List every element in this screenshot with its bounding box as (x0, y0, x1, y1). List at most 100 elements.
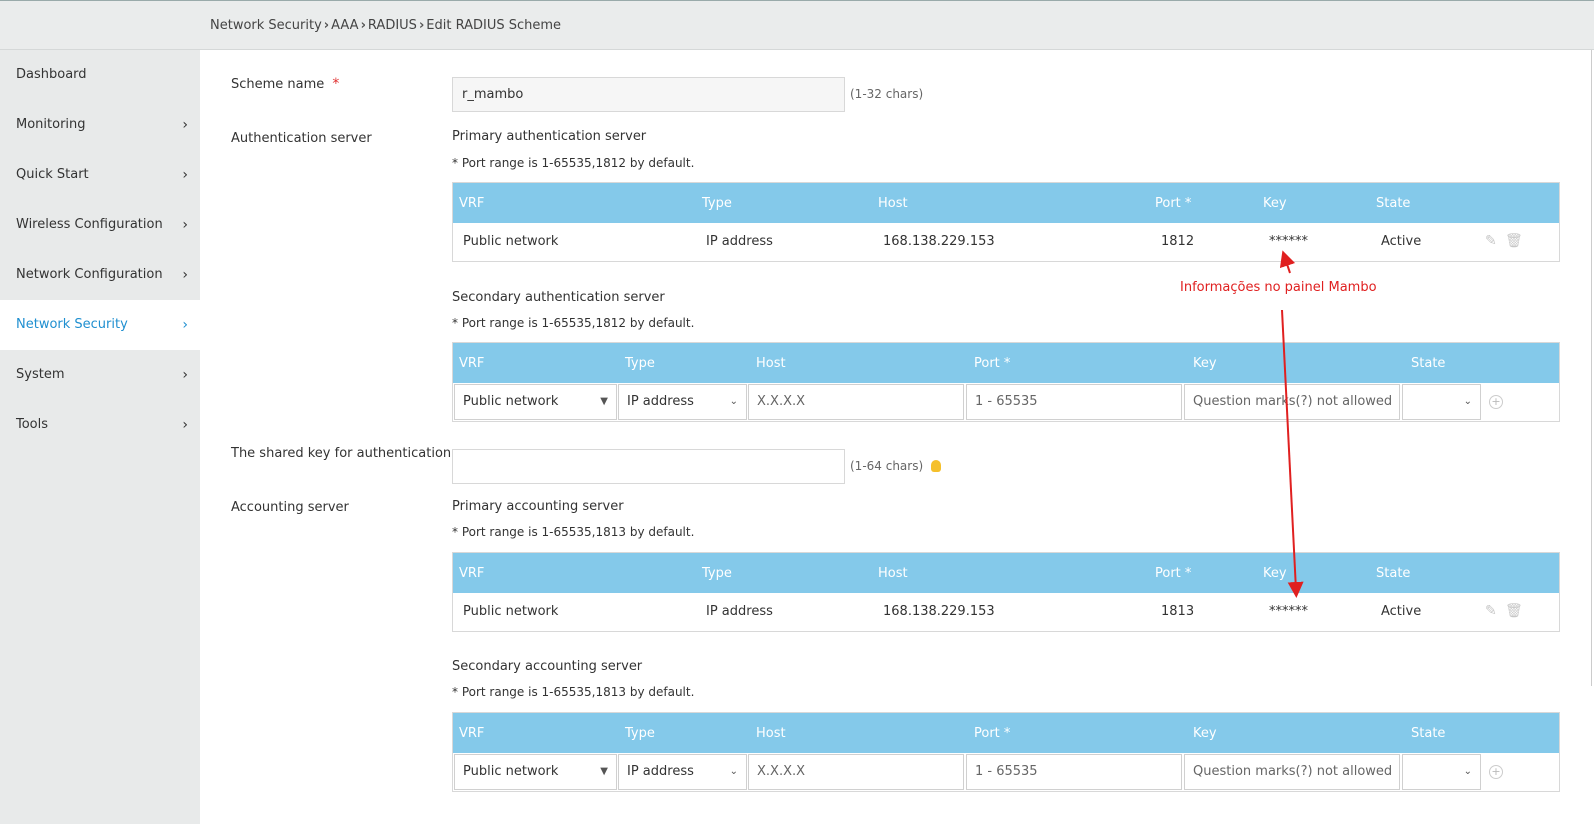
add-icon[interactable]: + (1489, 395, 1503, 409)
shared-key-label: The shared key for authentication (231, 446, 452, 461)
primary-acct-table: VRF Type Host Port * Key State Public ne… (452, 552, 1560, 632)
table-row: Public network ▼ IP address ⌄ X.X.X.X 1 - … (453, 383, 1559, 421)
scheme-name-input[interactable] (452, 77, 845, 112)
sidebar-item-label: Network Configuration (16, 267, 163, 282)
sidebar: Dashboard Monitoring › Quick Start › Wirel… (0, 50, 200, 824)
shared-key-input[interactable] (452, 449, 845, 484)
primary-auth-note: * Port range is 1-65535,1812 by default. (452, 156, 695, 170)
sidebar-item-label: Monitoring (16, 117, 86, 132)
vrf-select[interactable]: Public network ▼ (454, 384, 617, 420)
sidebar-item-label: Network Security (16, 317, 128, 332)
col-key: Key (1193, 356, 1217, 371)
chevron-right-icon: › (182, 167, 188, 183)
col-state: State (1376, 566, 1411, 581)
breadcrumb: Network Security › AAA › RADIUS › Edit RADIUS … (210, 18, 561, 33)
host-input[interactable]: X.X.X.X (748, 384, 964, 420)
cell-state: Active (1381, 234, 1422, 249)
col-key: Key (1263, 566, 1287, 581)
key-input[interactable]: Question marks(?) not allowed (1184, 754, 1400, 790)
host-input[interactable]: X.X.X.X (748, 754, 964, 790)
cell-vrf: Public network (463, 604, 559, 619)
table-header: VRF Type Host Port * Key State (453, 713, 1559, 753)
sidebar-item-label: Tools (16, 417, 49, 432)
cell-key: ****** (1269, 234, 1308, 249)
chevron-down-icon: ⌄ (729, 766, 738, 777)
key-input[interactable]: Question marks(?) not allowed (1184, 384, 1400, 420)
trash-icon[interactable]: 🗑 (1505, 233, 1523, 249)
col-type: Type (702, 566, 732, 581)
chevron-right-icon: › (182, 317, 188, 333)
cell-type: IP address (706, 604, 773, 619)
sidebar-item-network-configuration[interactable]: Network Configuration › (0, 250, 200, 300)
col-key: Key (1193, 726, 1217, 741)
sidebar-item-wireless-configuration[interactable]: Wireless Configuration › (0, 200, 200, 250)
chevron-down-icon: ⌄ (729, 396, 738, 407)
primary-acct-note: * Port range is 1-65535,1813 by default. (452, 525, 695, 539)
type-select[interactable]: IP address ⌄ (618, 754, 747, 790)
primary-auth-table: VRF Type Host Port * Key State Public ne… (452, 182, 1560, 262)
annotation-arrow-down (1281, 309, 1304, 598)
sidebar-item-label: System (16, 367, 65, 382)
scheme-name-hint: (1-32 chars) (850, 87, 924, 101)
col-port: Port * (974, 356, 1011, 371)
col-key: Key (1263, 196, 1287, 211)
top-bar: Network Security › AAA › RADIUS › Edit RADIUS … (0, 0, 1594, 50)
cell-type: IP address (706, 234, 773, 249)
secondary-acct-table: VRF Type Host Port * Key State Public ne… (452, 712, 1560, 792)
port-input[interactable]: 1 - 65535 (966, 754, 1182, 790)
table-row: Public network IP address 168.138.229.15… (453, 593, 1559, 631)
trash-icon[interactable]: 🗑 (1505, 603, 1523, 619)
cell-port: 1812 (1161, 234, 1195, 249)
state-select[interactable]: ⌄ (1402, 384, 1481, 420)
sidebar-item-label: Dashboard (16, 67, 87, 82)
edit-icon[interactable]: ✎ (1485, 603, 1497, 619)
col-state: State (1411, 356, 1446, 371)
breadcrumb-item-aaa[interactable]: AAA (331, 18, 359, 33)
col-vrf: VRF (459, 196, 485, 211)
col-type: Type (702, 196, 732, 211)
sidebar-item-dashboard[interactable]: Dashboard (0, 50, 200, 100)
accounting-server-label: Accounting server (231, 500, 349, 515)
annotation-arrow-up (1279, 250, 1296, 274)
sidebar-item-system[interactable]: System › (0, 350, 200, 400)
chevron-right-icon: › (182, 267, 188, 283)
col-port: Port * (1155, 196, 1192, 211)
vrf-select[interactable]: Public network ▼ (454, 754, 617, 790)
secondary-auth-title: Secondary authentication server (452, 290, 665, 305)
primary-acct-title: Primary accounting server (452, 499, 624, 514)
chevron-right-icon: › (182, 367, 188, 383)
sidebar-item-monitoring[interactable]: Monitoring › (0, 100, 200, 150)
scroll-divider (1591, 50, 1592, 686)
chevron-right-icon: › (182, 117, 188, 133)
col-type: Type (625, 726, 655, 741)
secondary-acct-title: Secondary accounting server (452, 659, 643, 674)
breadcrumb-item-current: Edit RADIUS Scheme (426, 18, 562, 33)
chevron-down-icon: ⌄ (1463, 396, 1472, 407)
cell-host: 168.138.229.153 (883, 234, 995, 249)
shared-key-hint: (1-64 chars) (850, 459, 942, 473)
table-row: Public network IP address 168.138.229.15… (453, 223, 1559, 261)
lightbulb-icon[interactable] (931, 460, 942, 472)
col-type: Type (625, 356, 655, 371)
cell-key: ****** (1269, 604, 1308, 619)
sidebar-item-quick-start[interactable]: Quick Start › (0, 150, 200, 200)
caret-down-icon: ▼ (600, 766, 608, 777)
type-select[interactable]: IP address ⌄ (618, 384, 747, 420)
breadcrumb-item-network-security[interactable]: Network Security (210, 18, 322, 33)
table-header: VRF Type Host Port * Key State (453, 183, 1559, 223)
primary-auth-title: Primary authentication server (452, 129, 647, 144)
breadcrumb-item-radius[interactable]: RADIUS (367, 18, 417, 33)
col-vrf: VRF (459, 726, 485, 741)
cell-state: Active (1381, 604, 1422, 619)
col-port: Port * (1155, 566, 1192, 581)
scheme-name-label: Scheme name * (231, 76, 340, 92)
col-vrf: VRF (459, 356, 485, 371)
state-select[interactable]: ⌄ (1402, 754, 1481, 790)
sidebar-item-tools[interactable]: Tools › (0, 400, 200, 450)
table-header: VRF Type Host Port * Key State (453, 553, 1559, 593)
chevron-right-icon: › (323, 18, 330, 33)
edit-icon[interactable]: ✎ (1485, 233, 1497, 249)
sidebar-item-network-security[interactable]: Network Security › (0, 300, 200, 350)
add-icon[interactable]: + (1489, 765, 1503, 779)
port-input[interactable]: 1 - 65535 (966, 384, 1182, 420)
